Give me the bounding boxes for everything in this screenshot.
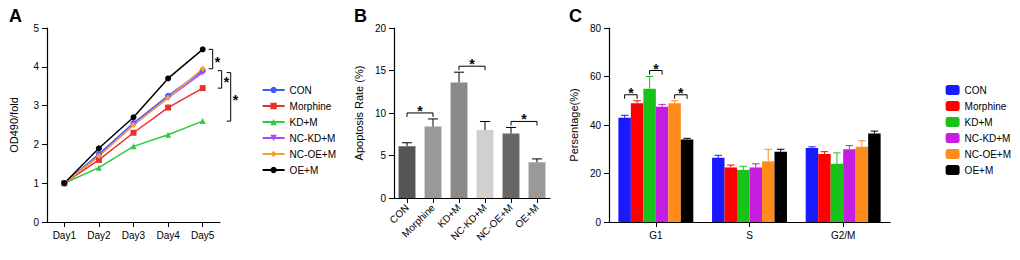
svg-text:OE+M: OE+M [513,202,541,230]
svg-text:Day4: Day4 [156,230,180,241]
svg-text:NC-OE+M: NC-OE+M [965,149,1011,160]
svg-text:OD490/fold: OD490/fold [8,97,20,153]
svg-text:G1: G1 [649,230,663,241]
svg-text:15: 15 [375,65,387,76]
svg-text:A: A [9,6,22,26]
svg-text:KD+M: KD+M [965,117,993,128]
svg-text:Day5: Day5 [191,230,215,241]
svg-text:*: * [469,56,475,72]
svg-text:10: 10 [375,108,387,119]
svg-text:*: * [417,103,423,119]
svg-text:NC-KD+M: NC-KD+M [290,133,336,144]
svg-text:OE+M: OE+M [965,165,994,176]
svg-text:KD+M: KD+M [435,202,463,230]
svg-text:Morphine: Morphine [400,202,438,240]
svg-text:60: 60 [590,71,602,82]
svg-text:Day1: Day1 [53,230,77,241]
svg-text:Persentage(%): Persentage(%) [568,88,580,161]
svg-text:20: 20 [375,23,387,34]
svg-text:5: 5 [380,150,386,161]
svg-text:*: * [215,54,221,70]
svg-text:Apoptosis Rate (%): Apoptosis Rate (%) [353,66,365,161]
svg-text:Morphine: Morphine [965,101,1007,112]
svg-text:G2/M: G2/M [831,230,855,241]
svg-text:*: * [628,85,634,101]
svg-text:CON: CON [387,202,410,225]
svg-text:C: C [569,6,582,26]
svg-text:40: 40 [590,120,602,131]
svg-text:CON: CON [965,85,987,96]
svg-text:*: * [678,85,684,101]
svg-text:NC-KD+M: NC-KD+M [448,202,489,243]
svg-text:*: * [521,111,527,127]
svg-text:NC-KD+M: NC-KD+M [965,133,1011,144]
svg-text:*: * [233,92,239,108]
svg-text:4: 4 [33,61,39,72]
svg-text:NC-OE+M: NC-OE+M [290,149,336,160]
svg-text:0: 0 [33,217,39,228]
svg-text:*: * [224,74,230,90]
svg-text:0: 0 [595,217,601,228]
svg-text:CON: CON [290,85,312,96]
svg-text:*: * [653,61,659,77]
svg-text:NC-OE+M: NC-OE+M [474,202,515,243]
svg-text:3: 3 [33,100,39,111]
svg-text:1: 1 [33,178,39,189]
svg-text:80: 80 [590,23,602,34]
svg-text:Morphine: Morphine [290,101,332,112]
svg-text:Day3: Day3 [122,230,146,241]
svg-text:2: 2 [33,139,39,150]
svg-text:OE+M: OE+M [290,165,319,176]
svg-text:20: 20 [590,168,602,179]
svg-text:0: 0 [380,193,386,204]
svg-text:5: 5 [33,23,39,34]
svg-text:S: S [746,230,753,241]
svg-text:B: B [354,6,367,26]
svg-text:Day2: Day2 [87,230,111,241]
svg-text:KD+M: KD+M [290,117,318,128]
